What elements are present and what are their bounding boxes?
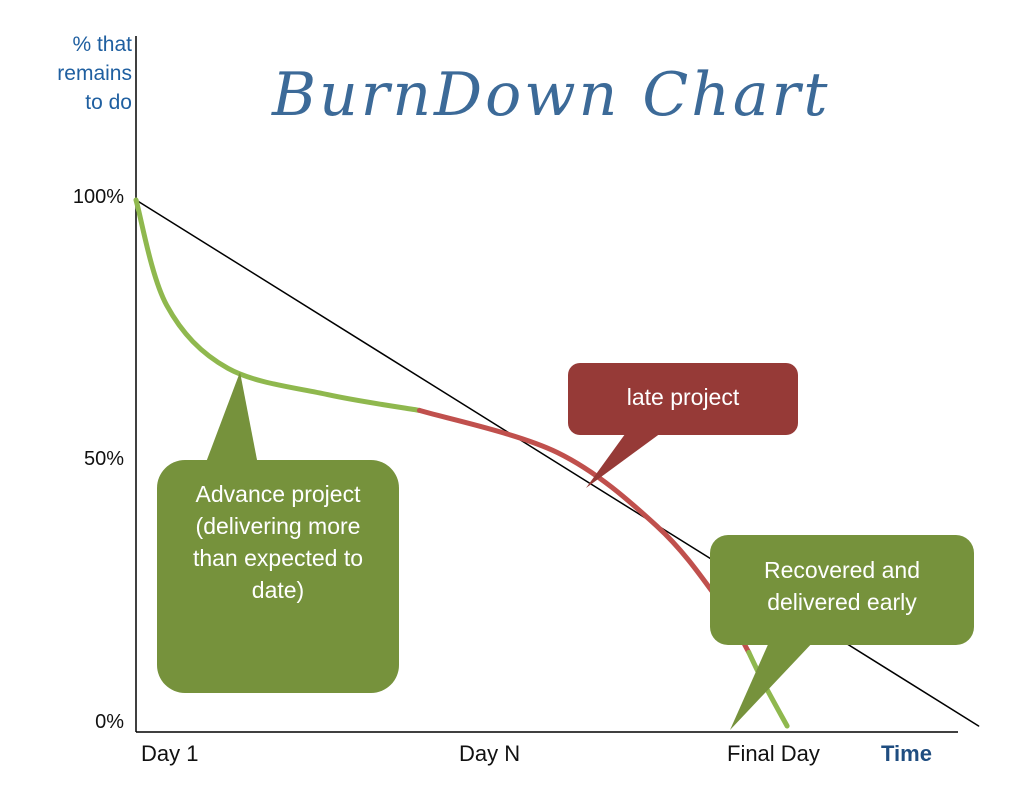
actual-burndown-segment-2 xyxy=(416,407,752,655)
x-tick-dayn: Day N xyxy=(459,741,521,766)
actual-burndown-segment-1 xyxy=(133,197,422,413)
chart-title: BurnDown Chart xyxy=(272,60,831,130)
x-tick-day1: Day 1 xyxy=(141,741,199,766)
advance-project-callout xyxy=(157,372,399,693)
late-project-callout xyxy=(568,363,798,488)
x-axis-label: Time xyxy=(881,741,932,766)
recovered-callout xyxy=(710,535,974,730)
y-axis-label: % that remains to do xyxy=(57,33,132,114)
x-tick-final-day: Final Day xyxy=(727,741,820,766)
y-tick-50: 50% xyxy=(83,448,124,470)
y-tick-100: 100% xyxy=(72,186,124,208)
advance-project-text: Advance project (delivering more than ex… xyxy=(192,481,364,603)
late-project-text: late project xyxy=(626,384,740,410)
recovered-text: Recovered and delivered early xyxy=(764,557,920,615)
y-tick-0: 0% xyxy=(95,711,124,733)
